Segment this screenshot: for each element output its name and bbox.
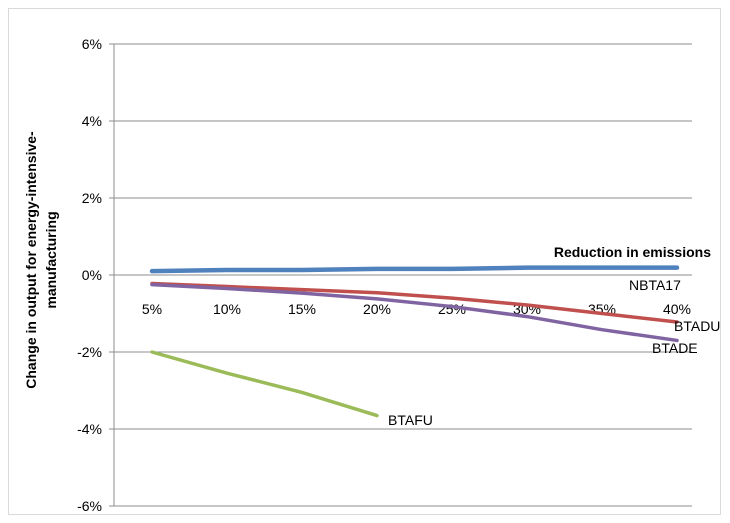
series-label-btade: BTADE (652, 340, 698, 356)
y-axis-title-line2: manufacturing (43, 211, 59, 308)
y-axis: 6% 4% 2% 0% -2% -4% -6% (77, 36, 115, 514)
x-tick-label: 20% (363, 301, 391, 317)
series-line-btadu (150, 281, 679, 324)
y-tick-label: 2% (82, 190, 102, 206)
y-axis-title-line1: Change in output for energy-intensive- (23, 131, 39, 389)
series-label-btafu: BTAFU (388, 412, 433, 428)
series-line-nbta17 (149, 265, 680, 274)
series-lines (149, 265, 680, 418)
y-tick-label: 0% (82, 267, 102, 283)
x-axis-ticks: 5% 10% 15% 20% 25% 30% 35% 40% (142, 301, 691, 317)
gridlines (114, 43, 692, 507)
series-line-btafu (150, 350, 379, 418)
series-labels: NBTA17 BTADU BTADE BTAFU (388, 277, 720, 428)
x-tick-label: 15% (288, 301, 316, 317)
y-tick-label: -6% (77, 498, 102, 514)
y-tick-label: -4% (77, 421, 102, 437)
x-axis-title: Reduction in emissions (554, 244, 711, 260)
series-label-btadu: BTADU (674, 318, 720, 334)
series-line-btade (150, 282, 679, 343)
y-tick-label: 6% (82, 36, 102, 52)
series-label-nbta17: NBTA17 (629, 277, 681, 293)
chart-frame (8, 8, 721, 515)
x-tick-label: 5% (142, 301, 162, 317)
y-tick-label: -2% (77, 344, 102, 360)
x-tick-label: 40% (663, 301, 691, 317)
x-tick-label: 10% (213, 301, 241, 317)
y-tick-label: 4% (82, 113, 102, 129)
